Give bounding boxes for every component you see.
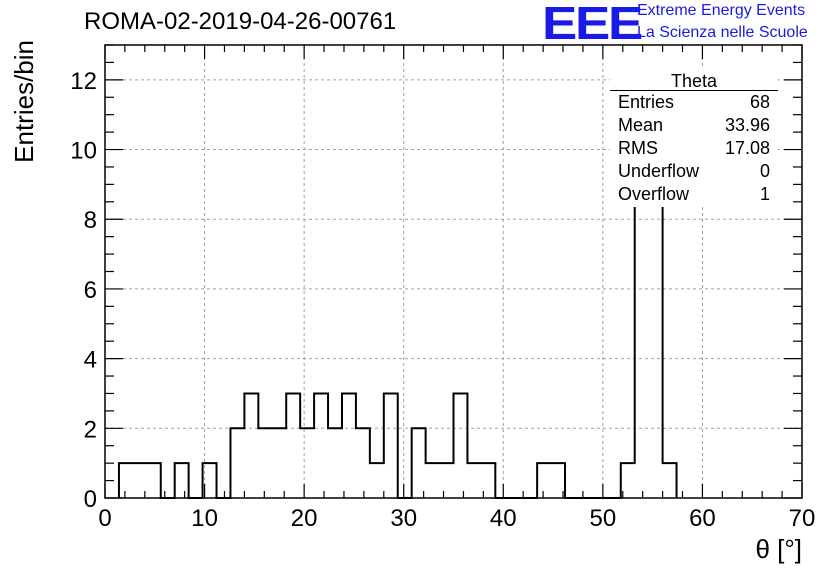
logo-line-2: La Scienza nelle Scuole	[637, 24, 808, 41]
stat-name: Underflow	[618, 161, 700, 181]
x-tick-label: 20	[291, 505, 318, 532]
x-axis-label: θ [°]	[755, 534, 802, 564]
stat-name: RMS	[618, 138, 658, 158]
stat-value: 17.08	[724, 138, 770, 158]
eee-logo: EEE	[542, 0, 643, 49]
stat-name: Mean	[618, 115, 664, 135]
stat-row-mean: Mean 33.96	[618, 115, 770, 137]
stats-title: Theta	[670, 71, 718, 91]
y-tick-label: 6	[84, 277, 97, 304]
stat-name: Entries	[618, 92, 675, 112]
x-tick-label: 0	[98, 505, 111, 532]
chart-title: ROMA-02-2019-04-26-00761	[84, 8, 397, 35]
stat-row-entries: Entries 68	[618, 92, 770, 114]
logo-line-1: Extreme Energy Events	[637, 2, 806, 19]
y-axis-label: Entries/bin	[9, 40, 39, 163]
x-tick-label: 50	[590, 505, 617, 532]
y-tick-label: 4	[84, 347, 97, 374]
y-tick-label: 10	[70, 138, 97, 165]
stat-row-underflow: Underflow 0	[618, 161, 770, 183]
stat-value: 68	[749, 92, 770, 112]
stat-value: 1	[759, 184, 770, 204]
x-tick-label: 60	[689, 505, 716, 532]
stats-box: Theta Entries 68 Mean 33.96 RMS 17.08 Un…	[610, 67, 778, 207]
x-tick-label: 10	[191, 505, 218, 532]
stat-name: Overflow	[618, 184, 690, 204]
y-tick-label: 2	[84, 416, 97, 443]
stat-row-overflow: Overflow 1	[618, 184, 770, 206]
x-tick-label: 30	[390, 505, 417, 532]
y-tick-label: 0	[84, 486, 97, 513]
y-tick-label: 12	[70, 68, 97, 95]
x-tick-label: 70	[789, 505, 816, 532]
x-tick-label: 40	[490, 505, 517, 532]
stat-value: 33.96	[724, 115, 770, 135]
y-tick-label: 8	[84, 207, 97, 234]
stats-divider	[610, 90, 778, 91]
stat-value: 0	[759, 161, 770, 181]
stat-row-rms: RMS 17.08	[618, 138, 770, 160]
